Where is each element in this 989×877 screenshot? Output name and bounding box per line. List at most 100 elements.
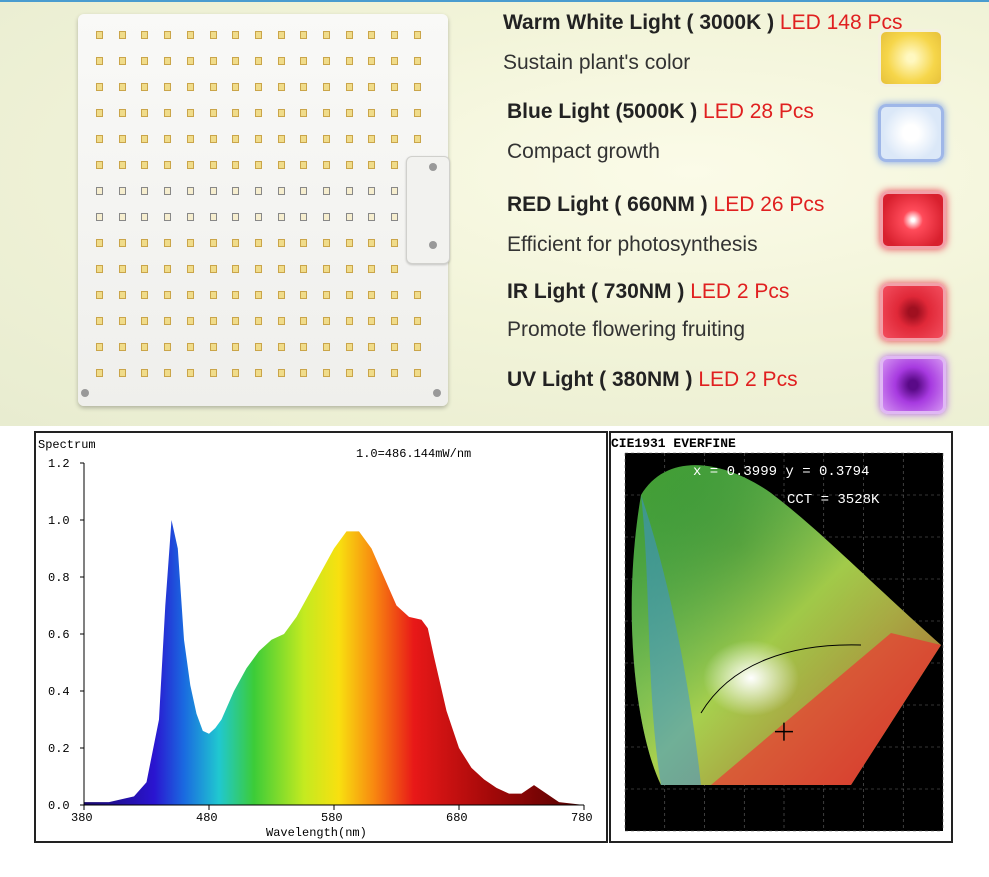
led-chip (209, 135, 217, 143)
led-chip (164, 109, 172, 117)
mount-hole (81, 389, 89, 397)
led-chip (118, 291, 126, 299)
led-chip (300, 265, 308, 273)
spec-uv: UV Light ( 380NM ) LED 2 Pcs (507, 368, 798, 392)
led-chip (300, 31, 308, 39)
cie-plot: CIE1931 EVERFINE x = 0.3999 y = 0.3794 C… (611, 433, 951, 841)
cie-title: CIE1931 EVERFINE (611, 436, 736, 451)
x-tick-label: 780 (571, 811, 593, 825)
led-chip (323, 135, 330, 143)
led-chip (164, 343, 172, 351)
led-chip (118, 57, 126, 65)
board-bracket (406, 156, 450, 264)
red-region (711, 633, 941, 785)
led-chip (186, 291, 194, 299)
led-chip (254, 57, 262, 65)
led-chip (323, 83, 330, 91)
led-chip (254, 265, 262, 273)
led-chip (164, 291, 172, 299)
led-chip (164, 265, 172, 273)
led-chip (345, 57, 353, 65)
led-chip (186, 239, 194, 247)
led-chip (300, 239, 308, 247)
led-chip (300, 109, 308, 117)
led-chip (277, 31, 285, 39)
led-chip (277, 161, 285, 169)
led-chip (141, 291, 149, 299)
led-chip (277, 369, 285, 377)
chart-title: Spectrum (38, 438, 96, 452)
led-chip (232, 187, 240, 195)
xy-readout: x = 0.3999 y = 0.3794 (693, 464, 869, 480)
led-chip (118, 213, 126, 221)
led-chip (96, 265, 103, 273)
led-chip (323, 369, 330, 377)
led-chip (277, 83, 285, 91)
y-tick-label: 1.2 (48, 457, 70, 471)
led-chip (164, 135, 172, 143)
led-chip (118, 343, 126, 351)
y-tick-label: 1.0 (48, 514, 70, 528)
led-chip (277, 291, 285, 299)
led-chip (96, 57, 103, 65)
led-chip (277, 109, 285, 117)
led-chip (391, 213, 399, 221)
led-chip (391, 265, 399, 273)
blue-region (641, 495, 701, 785)
led-chip (300, 317, 308, 325)
led-chip (254, 343, 262, 351)
warm-white-led-icon (878, 29, 944, 87)
led-chip (254, 187, 262, 195)
led-chip (413, 343, 421, 351)
spec-name: Warm White Light ( 3000K ) (503, 11, 775, 34)
led-chip (118, 187, 126, 195)
led-chip (254, 83, 262, 91)
x-tick-label: 480 (196, 811, 218, 825)
led-chip (232, 265, 240, 273)
led-chip (368, 83, 376, 91)
led-chip (323, 31, 330, 39)
led-chip (391, 31, 399, 39)
y-tick-label: 0.6 (48, 628, 70, 642)
x-tick-label: 380 (71, 811, 93, 825)
led-chip (254, 31, 262, 39)
led-chip (300, 213, 308, 221)
led-chip (232, 291, 240, 299)
spec-count: LED 28 Pcs (703, 100, 814, 123)
led-chip (141, 369, 149, 377)
spec-desc: Promote flowering fruiting (507, 318, 746, 341)
led-chip (96, 343, 103, 351)
led-chip (277, 343, 285, 351)
ir-led-icon (880, 283, 946, 341)
led-chip (209, 31, 217, 39)
led-chip (277, 265, 285, 273)
chart-annotation: 1.0=486.144mW/nm (356, 447, 471, 461)
led-chip (391, 343, 399, 351)
led-chip (323, 265, 330, 273)
led-chip (345, 135, 353, 143)
led-chip (186, 109, 194, 117)
spectrum-chart: Spectrum 1.0=486.144mW/nm 380 480 580 680 78… (34, 431, 608, 843)
spec-count: LED 148 Pcs (779, 11, 903, 34)
spec-name: Blue Light (5000K ) (507, 100, 698, 123)
led-chip (118, 161, 126, 169)
led-chip (232, 109, 240, 117)
led-chip (232, 31, 240, 39)
led-chip (186, 31, 194, 39)
led-chip (368, 213, 376, 221)
spec-name: RED Light ( 660NM ) (507, 193, 708, 216)
led-chip (368, 369, 376, 377)
led-chip (391, 161, 399, 169)
led-chip (96, 239, 103, 247)
x-tick-label: 580 (321, 811, 343, 825)
led-chip (209, 317, 217, 325)
led-chip (323, 239, 330, 247)
led-chip (141, 83, 149, 91)
led-chip (368, 57, 376, 65)
led-chip (277, 135, 285, 143)
led-chip (118, 317, 126, 325)
led-chip (141, 239, 149, 247)
led-chip (254, 213, 262, 221)
led-chip (345, 83, 353, 91)
bracket-screw (429, 241, 437, 249)
